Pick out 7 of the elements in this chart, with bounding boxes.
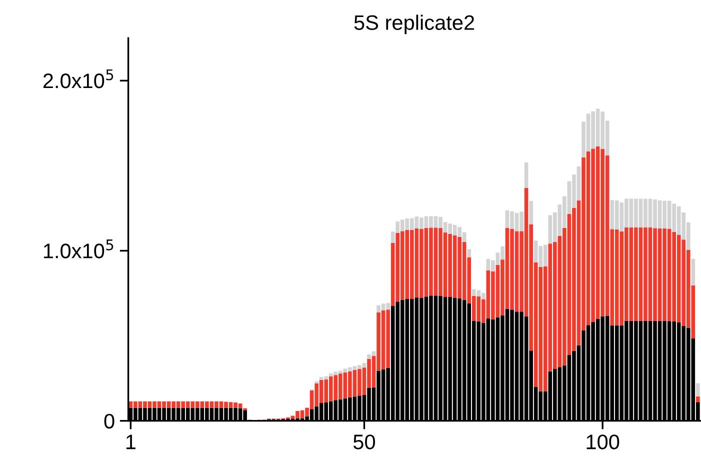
x-tick-label: 1 (126, 434, 136, 450)
y-tick-label: 1.0x10$^{5}$ (44, 240, 114, 258)
x-tick-label: 50 (353, 434, 376, 450)
chart-title: 5S replicate2 (354, 14, 474, 34)
y-tick-label: 0 (104, 414, 114, 429)
x-tick-label: 100 (586, 434, 620, 450)
y-tick-label: 2.0x10$^{5}$ (43, 69, 114, 88)
